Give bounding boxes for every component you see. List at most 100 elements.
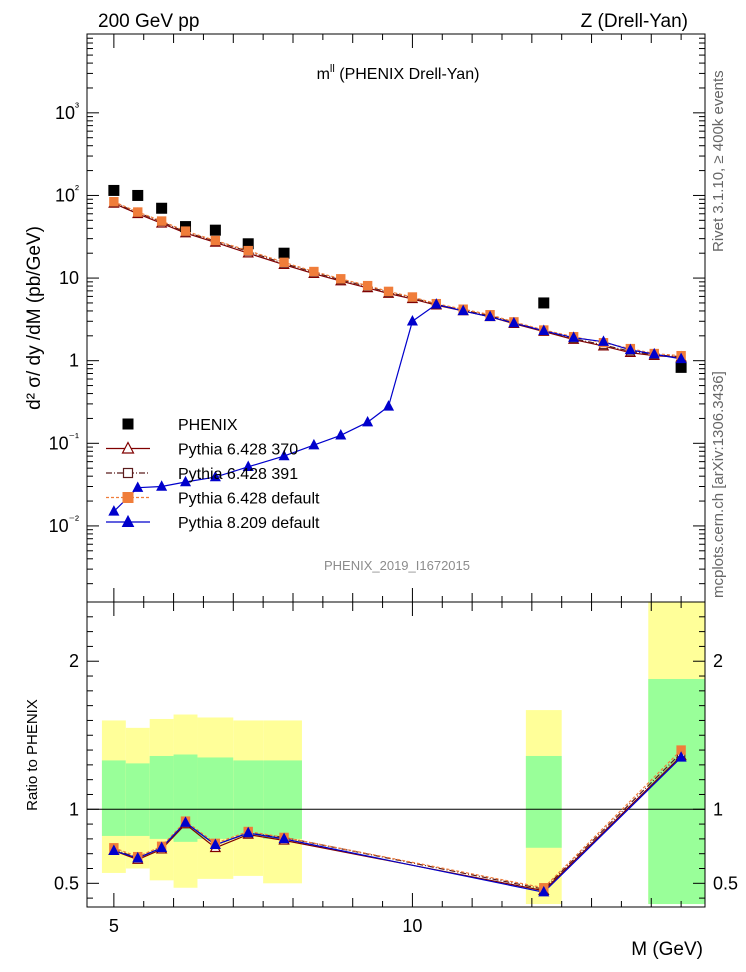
main-ytick-label: 10⁻² xyxy=(49,513,79,536)
main-point-s3-2 xyxy=(156,216,167,226)
main-line-series-4 xyxy=(113,303,682,512)
main-point-s4-13 xyxy=(457,304,469,316)
watermark: PHENIX_2019_I1672015 xyxy=(324,558,470,573)
main-point-s4-9 xyxy=(362,415,374,427)
ratio-line-series-2 xyxy=(113,749,682,889)
header-right: Z (Drell-Yan) xyxy=(581,11,688,32)
main-title-rest: (PHENIX Drell-Yan) xyxy=(335,66,480,83)
main-point-s4-5 xyxy=(242,460,254,471)
ratio-point-s3-4 xyxy=(209,838,221,850)
main-point-s3-4 xyxy=(210,235,221,246)
main-point-s4-15 xyxy=(508,316,520,328)
ratio-point-s3-5 xyxy=(242,826,254,838)
main-ytick-label: 10⁻¹ xyxy=(49,430,79,453)
ratio-frame xyxy=(86,601,706,908)
ytick-exp: ² xyxy=(75,182,79,196)
header-left: 200 GeV pp xyxy=(98,11,199,32)
legend-marker xyxy=(122,492,134,503)
mcplots-label: mcplots.cern.ch [arXiv:1306.3436] xyxy=(710,371,727,598)
ratio-band-inner-3 xyxy=(173,754,198,842)
main-point-s3-0 xyxy=(109,197,119,207)
main-point-s4-6 xyxy=(278,449,290,461)
main-point-s3-11 xyxy=(407,292,418,302)
main-point-s0-1 xyxy=(132,189,144,201)
main-point-s4-11 xyxy=(406,315,418,326)
main-point-s3-10 xyxy=(383,286,394,297)
ratio-ylabel: Ratio to PHENIX xyxy=(24,699,41,811)
main-point-s4-1 xyxy=(132,481,144,492)
ytick-base: 10 xyxy=(55,103,75,123)
main-point-s0-8 xyxy=(675,361,687,373)
main-point-s4-16 xyxy=(538,324,550,336)
ratio-ytick-label-left: 1 xyxy=(69,799,79,819)
ytick-base: 10 xyxy=(49,516,69,536)
main-point-s4-2 xyxy=(156,480,168,491)
main-point-s0-4 xyxy=(209,224,221,236)
ratio-band-inner-0 xyxy=(101,760,126,836)
ytick-exp: ⁻¹ xyxy=(69,430,79,444)
ratio-ytick-label-left: 2 xyxy=(69,651,79,671)
legend: PHENIX Pythia 6.428 370 Pythia 6.428 391 Py… xyxy=(106,417,320,532)
main-point-s4-4 xyxy=(209,470,221,482)
ratio-band-inner-8 xyxy=(648,678,705,905)
main-ytick-label: 1 xyxy=(69,351,79,371)
legend-label: Pythia 6.428 370 xyxy=(178,442,298,459)
legend-marker xyxy=(121,441,135,454)
main-title-sup: ll xyxy=(330,63,335,75)
legend-marker xyxy=(122,467,134,479)
ratio-band-inner-1 xyxy=(125,763,150,836)
ytick-exp: ⁻² xyxy=(69,513,79,527)
main-title-m: m xyxy=(317,66,330,83)
main-line-series-3 xyxy=(113,201,682,357)
ratio-ytick-label-left: 0.5 xyxy=(54,873,79,893)
legend-label: Pythia 8.209 default xyxy=(178,515,320,532)
legend-label: Pythia 6.428 391 xyxy=(178,466,298,483)
ratio-point-s3-1 xyxy=(132,851,144,863)
main-ylabel: d² σ/ dy /dM (pb/GeV) xyxy=(24,226,45,410)
main-point-s4-18 xyxy=(597,335,610,346)
main-point-s4-17 xyxy=(568,331,580,342)
ratio-band-inner-6 xyxy=(263,760,302,839)
main-point-s4-0 xyxy=(108,505,120,516)
main-point-s4-21 xyxy=(675,352,687,364)
main-point-s4-19 xyxy=(624,343,636,355)
main-title: mll (PHENIX Drell-Yan) xyxy=(317,63,480,83)
main-point-s3-1 xyxy=(133,207,143,217)
main-point-s3-9 xyxy=(362,280,373,291)
ratio-point-s3-8 xyxy=(675,751,687,762)
ratio-band-inner-4 xyxy=(197,757,234,839)
main-point-s4-14 xyxy=(484,310,496,321)
ratio-point-s3-6 xyxy=(278,832,290,844)
ytick-base: 10 xyxy=(55,185,75,205)
main-point-s0-0 xyxy=(108,184,120,196)
main-point-s0-7 xyxy=(538,297,550,309)
main-point-s0-2 xyxy=(156,202,168,214)
main-point-s3-8 xyxy=(336,274,346,284)
xtick-label: 10 xyxy=(402,916,422,936)
legend-label: Pythia 6.428 default xyxy=(178,491,320,508)
ytick-exp: ³ xyxy=(75,100,79,114)
ratio-panel: 0.5 0.5 1 1 2 2 5 10 Ratio to PHENIX M (GeV) xyxy=(24,601,738,960)
legend-marker xyxy=(122,418,134,430)
main-ytick-label: 10 xyxy=(59,268,79,288)
main-line-series-2 xyxy=(113,202,682,358)
main-ytick-label: 10² xyxy=(55,182,79,205)
ratio-band-inner-5 xyxy=(233,760,264,836)
ytick-base: 10 xyxy=(49,433,69,453)
ratio-point-s3-0 xyxy=(108,844,120,855)
rivet-label: Rivet 3.1.10, ≥ 400k events xyxy=(710,70,727,252)
main-point-s4-20 xyxy=(648,347,660,359)
ratio-ytick-label-right: 1 xyxy=(713,799,723,819)
main-point-s4-3 xyxy=(179,475,192,487)
ratio-band-inner-2 xyxy=(149,755,174,839)
xtick-label: 5 xyxy=(109,916,119,936)
x-axis-label: M (GeV) xyxy=(631,939,703,960)
main-point-s3-5 xyxy=(243,245,253,256)
main-point-s4-7 xyxy=(308,438,320,450)
ratio-point-s3-3 xyxy=(179,816,192,827)
legend-label: PHENIX xyxy=(178,417,238,434)
main-point-s3-7 xyxy=(309,266,319,277)
ratio-point-s3-7 xyxy=(538,885,550,897)
